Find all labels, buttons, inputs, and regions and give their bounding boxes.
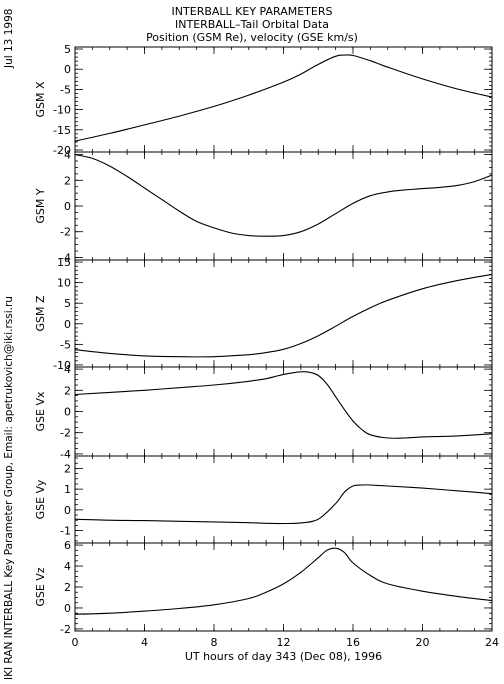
series-line <box>74 154 493 237</box>
y-tick-label: -20 <box>53 144 71 157</box>
y-axis-label: GSM Z <box>34 295 47 331</box>
y-tick-label: 2 <box>64 462 71 475</box>
y-tick-label: -5 <box>60 83 71 96</box>
y-tick-label: 0 <box>64 406 71 419</box>
panel-frame <box>74 46 493 153</box>
y-tick-label: -4 <box>60 448 71 461</box>
y-tick-label: 2 <box>64 174 71 187</box>
panel-5: 6 4 2 0 -2 GSE Vz <box>34 539 493 636</box>
panel-frame <box>74 542 493 632</box>
panel-1: 4 2 0 -2 -4 GSM Y <box>34 149 493 264</box>
panel-2: 15 10 5 0 -5 -10 GSM Z <box>34 256 493 372</box>
series-line <box>74 54 493 142</box>
y-tick-label: 4 <box>64 149 71 162</box>
y-tick-label: -5 <box>60 338 71 351</box>
panel-frame <box>74 151 493 261</box>
x-tick-label: 8 <box>211 636 218 649</box>
y-tick-label: 2 <box>64 581 71 594</box>
x-tick-label: 20 <box>416 636 430 649</box>
y-tick-label: -10 <box>53 359 71 372</box>
y-axis-label: GSM Y <box>34 188 47 223</box>
y-tick-label: 1 <box>64 483 71 496</box>
y-axis-label: GSE Vy <box>34 479 47 519</box>
series-line <box>74 371 493 439</box>
y-tick-label: -2 <box>60 226 71 239</box>
panel-frame <box>74 366 493 457</box>
panel-frame <box>74 259 493 368</box>
chart-title-3: Position (GSM Re), velocity (GSE km/s) <box>146 31 358 44</box>
y-tick-label: -10 <box>53 104 71 117</box>
y-tick-label: -2 <box>60 623 71 636</box>
panel-3: 4 2 0 -2 -4 GSE Vx <box>34 363 493 461</box>
y-tick-label: 2 <box>64 384 71 397</box>
y-tick-label: -1 <box>60 525 71 538</box>
x-axis-label: UT hours of day 343 (Dec 08), 1996 <box>185 650 382 663</box>
y-tick-label: -2 <box>60 427 71 440</box>
series-line <box>74 273 493 358</box>
x-tick-label: 4 <box>141 636 148 649</box>
y-tick-label: -4 <box>60 251 71 264</box>
y-axis-label: GSE Vx <box>34 391 47 431</box>
y-tick-label: 0 <box>64 200 71 213</box>
y-tick-label: 0 <box>64 63 71 76</box>
y-tick-label: 5 <box>64 43 71 56</box>
series-line <box>74 484 493 525</box>
x-tick-label: 16 <box>346 636 360 649</box>
panel-0: 5 0 -5 -10 -15 -20 GSM X <box>34 43 493 157</box>
y-tick-label: 10 <box>57 277 71 290</box>
y-axis-label: GSE Vz <box>34 567 47 606</box>
y-tick-label: 4 <box>64 560 71 573</box>
x-tick-label: 0 <box>72 636 79 649</box>
y-tick-label: -15 <box>53 124 71 137</box>
x-tick-label: 24 <box>485 636 499 649</box>
y-tick-label: 0 <box>64 318 71 331</box>
y-tick-label: 5 <box>64 297 71 310</box>
chart-title-2: INTERBALL–Tail Orbital Data <box>175 18 329 31</box>
x-tick-label: 12 <box>277 636 291 649</box>
y-tick-label: 0 <box>64 504 71 517</box>
chart-title-1: INTERBALL KEY PARAMETERS <box>171 5 333 18</box>
y-axis-label: GSM X <box>34 81 47 117</box>
panel-frame <box>74 455 493 544</box>
y-tick-label: 0 <box>64 602 71 615</box>
y-tick-label: 15 <box>57 256 71 269</box>
panel-4: 2 1 0 -1 GSE Vy <box>34 455 493 544</box>
series-line <box>74 547 493 615</box>
y-tick-label: 6 <box>64 539 71 552</box>
y-tick-label: 4 <box>64 363 71 376</box>
